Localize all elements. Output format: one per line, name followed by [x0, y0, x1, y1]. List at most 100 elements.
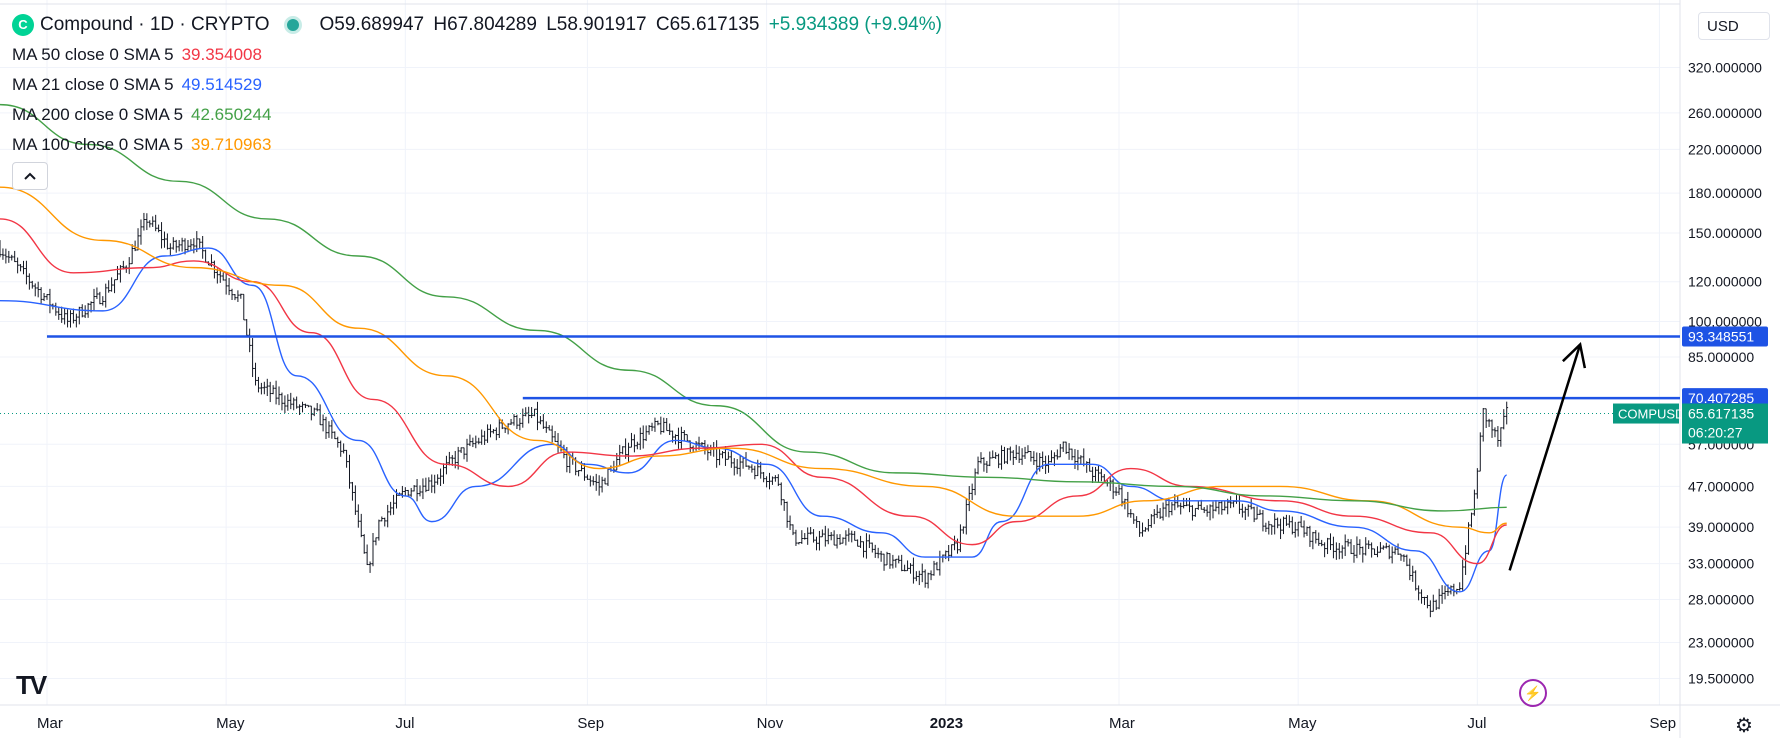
- x-tick-label: Jul: [395, 715, 414, 732]
- ohlc-bar: [4, 248, 8, 264]
- indicator-ma200[interactable]: MA 200 close 0 SMA 5 42.650244: [12, 100, 946, 130]
- collapse-legend-button[interactable]: [12, 162, 48, 190]
- tradingview-logo-icon[interactable]: TV: [16, 670, 47, 700]
- ohlc-bar: [254, 362, 257, 386]
- chevron-up-icon: [24, 172, 36, 180]
- ohlc-bar: [1023, 446, 1027, 459]
- ohlc-bar: [524, 407, 528, 417]
- ohlc-bar: [239, 293, 243, 299]
- ohlc-bar: [518, 418, 522, 431]
- ohlc-bar: [794, 529, 798, 546]
- ohlc-bar: [1505, 401, 1509, 425]
- ohlc-bar: [1152, 509, 1156, 525]
- ohlc-bar: [1296, 521, 1300, 537]
- ohlc-bar: [985, 460, 989, 473]
- ohlc-bar: [1287, 515, 1291, 528]
- ohlc-bar: [541, 414, 545, 429]
- ohlc-bar: [309, 405, 313, 421]
- ohlc-bar: [603, 477, 607, 485]
- ohlc-bar: [69, 310, 72, 328]
- x-tick-label: Jul: [1467, 715, 1486, 732]
- ohlc-bar: [403, 487, 407, 496]
- ohlc-bar: [1176, 495, 1180, 508]
- indicator-ma50[interactable]: MA 50 close 0 SMA 5 39.354008: [12, 40, 946, 70]
- x-tick-label: May: [216, 715, 245, 732]
- ohlc-bar: [773, 475, 777, 482]
- y-tick-label: 85.000000: [1688, 349, 1754, 365]
- ohlc-bar: [1311, 531, 1315, 550]
- change-value: +5.934389 (+9.94%): [768, 14, 942, 35]
- market-status-icon[interactable]: [283, 16, 302, 34]
- symbol-title[interactable]: Compound · 1D · CRYPTO: [40, 14, 270, 35]
- ohlc-bar: [1396, 543, 1400, 555]
- ohlc-bar: [374, 537, 378, 546]
- ohlc-bar: [462, 447, 466, 460]
- ohlc-bar: [973, 468, 977, 496]
- ohlc-bar: [1000, 445, 1003, 470]
- ohlc-bar: [932, 560, 936, 576]
- symbol-row: C Compound · 1D · CRYPTO O59.689947 H67.…: [12, 10, 946, 40]
- ohlc-bar: [765, 476, 768, 488]
- bolt-icon[interactable]: ⚡: [1519, 679, 1547, 707]
- ohlc-bar: [1149, 514, 1153, 528]
- ohlc-bar: [497, 417, 501, 439]
- level-price-label: 70.407285: [1688, 390, 1754, 406]
- ohlc-bar: [1379, 542, 1382, 553]
- ohlc-bar: [818, 530, 821, 551]
- ohlc-bar: [668, 423, 672, 436]
- ohlc-bar: [221, 272, 225, 281]
- ohlc-bar: [1364, 537, 1368, 556]
- ohlc-bar: [289, 392, 293, 410]
- ohlc-bar: [1481, 408, 1485, 442]
- ohlc-bar: [1361, 546, 1365, 563]
- ohlc-bar: [163, 231, 166, 248]
- ohlc-bar: [1182, 497, 1186, 509]
- ohlc-bar: [483, 430, 487, 445]
- ohlc-bar: [859, 535, 862, 548]
- ohlc-bar: [694, 441, 698, 451]
- ohlc-bar: [1270, 524, 1274, 535]
- ohlc-bar: [242, 293, 246, 321]
- ohlc-bar: [48, 288, 52, 314]
- ohlc-bar: [521, 408, 525, 428]
- currency-select[interactable]: USD: [1698, 12, 1770, 40]
- indicator-ma100[interactable]: MA 100 close 0 SMA 5 39.710963: [12, 130, 946, 160]
- ohlc-bar: [1443, 585, 1447, 600]
- ohlc-bar: [879, 550, 883, 562]
- ohlc-bar: [486, 424, 489, 443]
- ohlc-bar: [424, 477, 428, 493]
- ohlc-bar: [80, 304, 84, 318]
- current-price-label: 65.617135: [1688, 406, 1754, 422]
- ohlc-bar: [127, 257, 131, 275]
- ohlc-bar: [257, 376, 260, 393]
- gear-icon[interactable]: ⚙: [1735, 715, 1753, 737]
- ohlc-bar: [42, 293, 46, 302]
- ohlc-bar: [762, 471, 766, 483]
- ohlc-bar: [57, 307, 61, 320]
- ohlc-bar: [682, 430, 686, 441]
- ohlc-bar: [459, 447, 463, 453]
- y-tick-label: 28.000000: [1688, 592, 1754, 608]
- ohlc-bar: [976, 456, 980, 475]
- ohlc-bar: [492, 428, 495, 434]
- ohlc-bar: [348, 454, 351, 489]
- ohlc-bar: [339, 440, 343, 457]
- ohlc-bar: [785, 501, 789, 528]
- ohlc-bar: [721, 451, 724, 459]
- ohlc-bar: [19, 264, 22, 272]
- ohlc-bar: [98, 291, 102, 305]
- indicator-ma21[interactable]: MA 21 close 0 SMA 5 49.514529: [12, 70, 946, 100]
- symbol-badge-label: COMPUSD: [1618, 407, 1684, 422]
- ohlc-bar: [204, 249, 207, 263]
- symbol-badge: [1613, 403, 1679, 424]
- ohlc-bar: [1126, 491, 1130, 518]
- ohlc-bar: [415, 478, 419, 502]
- ohlc-bar: [104, 283, 108, 308]
- ohlc-bar: [121, 260, 125, 270]
- ohlc-bar: [409, 487, 413, 497]
- ohlc-bar: [1276, 517, 1280, 529]
- ohlc-bar: [1428, 600, 1432, 618]
- ohlc-bar: [1249, 498, 1253, 510]
- ohlc-bar: [1370, 542, 1374, 558]
